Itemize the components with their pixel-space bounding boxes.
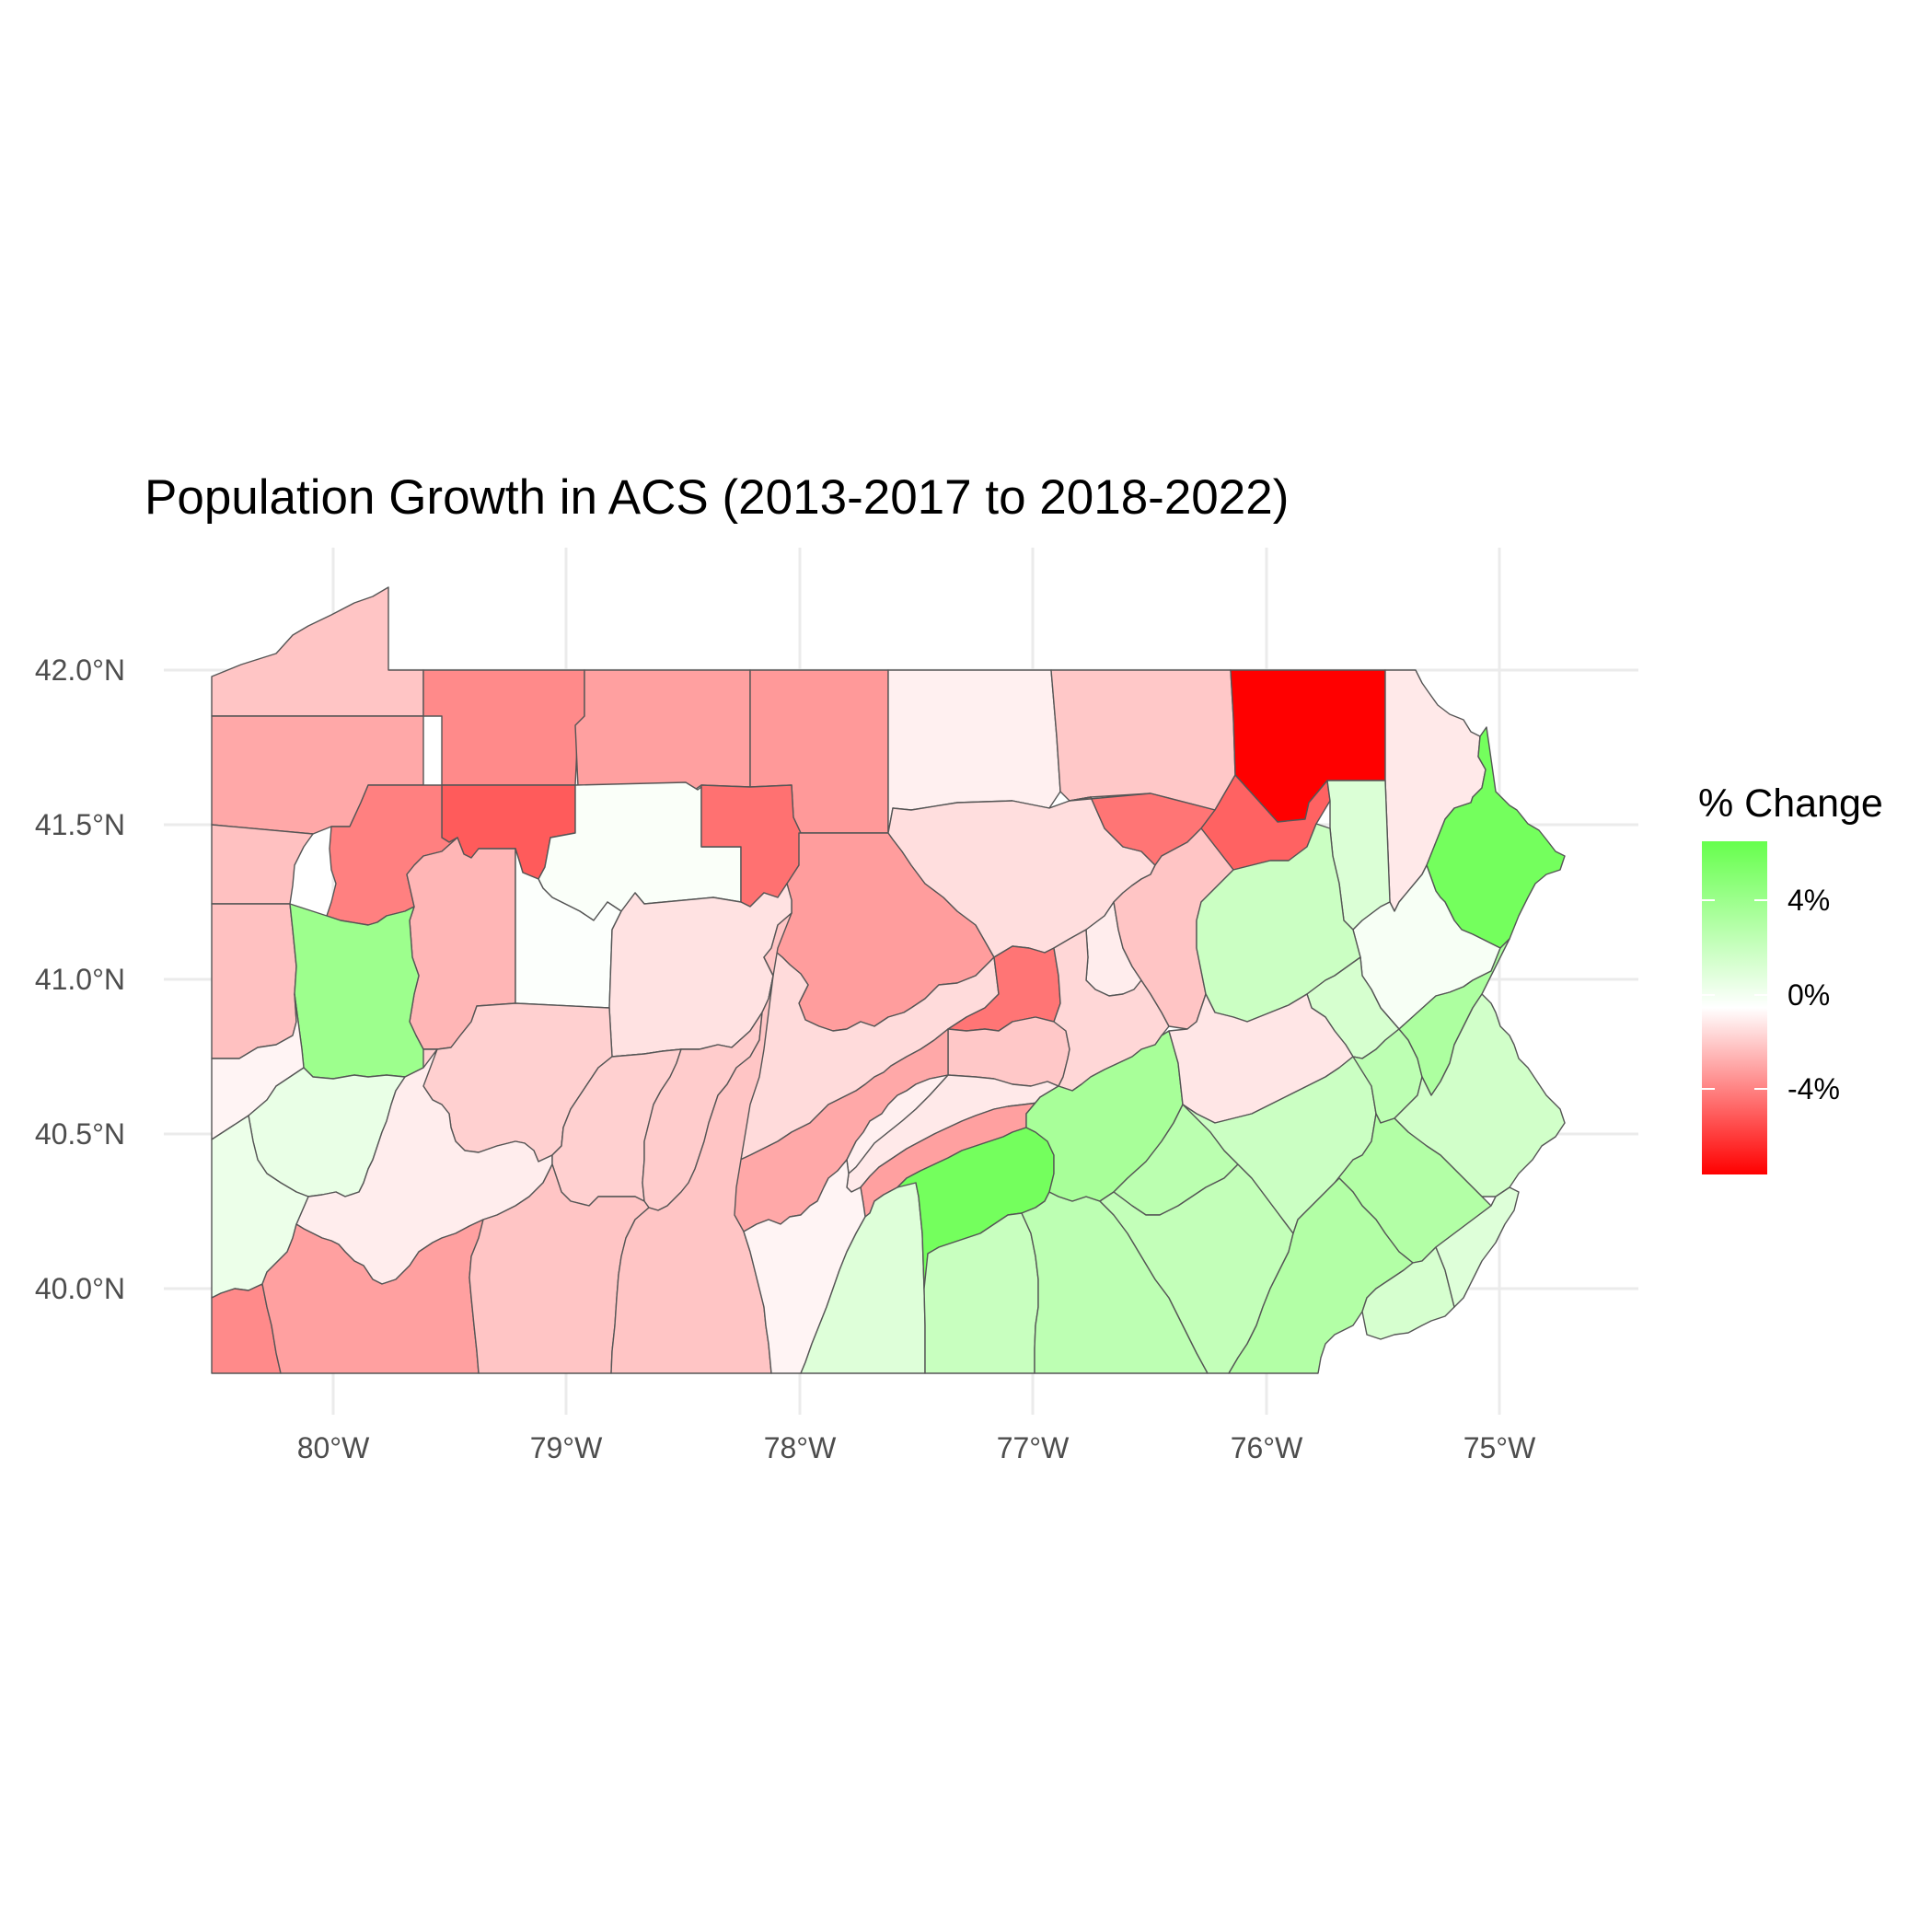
county-philadelphia (1435, 1186, 1520, 1308)
x-tick-label: 79°W (530, 1431, 603, 1464)
county-mercer (211, 824, 314, 905)
x-tick-label: 77°W (997, 1431, 1070, 1464)
county-warren (422, 669, 585, 786)
county-mckean (574, 669, 751, 791)
county-bradford (1050, 669, 1236, 811)
legend-label-low: -4% (1787, 1072, 1840, 1105)
x-tick-label: 80°W (297, 1431, 370, 1464)
x-axis-labels: 80°W 79°W 78°W 77°W 76°W 75°W (297, 1431, 1536, 1464)
legend-ticks (1702, 899, 1767, 1090)
county-layer (211, 586, 1566, 1374)
x-tick-label: 78°W (764, 1431, 837, 1464)
legend: % Change 4% 0% -4% (1698, 781, 1883, 1174)
county-dauphin (1025, 1030, 1184, 1202)
y-axis-labels: 42.0°N 41.5°N 41.0°N 40.5°N 40.0°N (35, 654, 125, 1305)
y-tick-label: 42.0°N (35, 654, 125, 687)
county-lawrence (211, 903, 297, 1059)
legend-label-high: 4% (1787, 884, 1830, 917)
map-title: Population Growth in ACS (2013-2017 to 2… (145, 470, 1289, 525)
legend-title: % Change (1698, 781, 1883, 826)
x-tick-label: 76°W (1231, 1431, 1303, 1464)
legend-label-mid: 0% (1787, 978, 1830, 1012)
county-erie (211, 586, 424, 717)
y-tick-label: 40.5°N (35, 1117, 125, 1151)
y-tick-label: 40.0°N (35, 1272, 125, 1305)
legend-colorbar (1702, 841, 1767, 1174)
x-tick-label: 75°W (1463, 1431, 1536, 1464)
y-tick-label: 41.5°N (35, 808, 125, 841)
y-tick-label: 41.0°N (35, 963, 125, 996)
